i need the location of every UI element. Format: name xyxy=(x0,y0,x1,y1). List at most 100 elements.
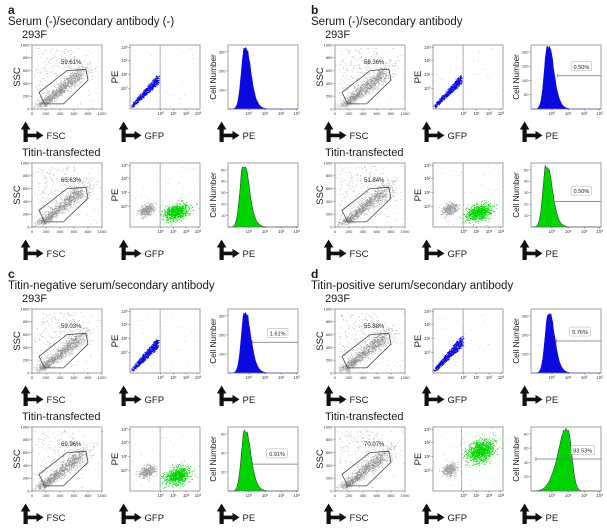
tick-label: 50 xyxy=(524,167,529,172)
tick-label: 1000 xyxy=(401,111,411,116)
tick-label: 60 xyxy=(524,446,529,451)
tick-label: 10¹ xyxy=(424,454,431,459)
tick-label: 200 xyxy=(326,94,333,99)
tick-label: 800 xyxy=(85,493,92,498)
tick-label: 800 xyxy=(85,229,92,234)
pe-histogram: 1.61% 100 200 300 10⁰ 10¹ 10² 10³ Cell Number PE xyxy=(209,308,300,406)
tick-label: 10¹ xyxy=(424,190,431,195)
y-axis-label: Cell Number xyxy=(209,436,218,482)
tick-label: 1000 xyxy=(98,493,108,498)
tick-label: 800 xyxy=(326,55,333,60)
tick-label: 0 xyxy=(27,370,30,375)
panel-a: a Serum (-)/secondary antibody (-) 293F 59.… xyxy=(6,3,304,265)
tick-label: 10² xyxy=(486,375,493,380)
x-axis-label: PE xyxy=(243,131,256,142)
scatter-cloud xyxy=(342,186,388,225)
gfp-pe-plot: 10⁰ 10⁰ 10¹ 10¹ 10² 10² 10³ 10³ PE GFP xyxy=(413,308,505,406)
tick-label: 200 xyxy=(326,358,333,363)
scatter-cloud xyxy=(130,75,160,109)
y-axis-label: Cell Number xyxy=(512,318,521,364)
x-axis-arrow-icon xyxy=(428,512,445,522)
tick-label: 10³ xyxy=(424,309,431,314)
tick-label: 0 xyxy=(334,375,337,380)
x-axis-label: PE xyxy=(546,395,559,406)
tick-label: 1000 xyxy=(324,42,334,47)
pe-histogram: 100 200 300 10⁰ 10¹ 10² 10³ Cell Number PE xyxy=(209,44,300,142)
x-axis-arrow-icon xyxy=(428,394,445,404)
x-axis-label: PE xyxy=(546,131,559,142)
panel-letter: a xyxy=(8,3,15,17)
plot-frame xyxy=(530,162,602,228)
y-axis-arrow-icon xyxy=(421,121,432,142)
fsc-ssc-plot: 59.61% 00 200 200 400 400 600 600 800 800 1000 1000… xyxy=(12,42,107,142)
tick-label: 10² xyxy=(424,440,431,445)
scatter-cloud xyxy=(38,186,84,225)
y-axis-arrow-icon xyxy=(118,503,129,524)
tick-label: 10⁰ xyxy=(424,86,431,91)
tick-label: 10³ xyxy=(293,229,300,234)
tick-label: 10³ xyxy=(293,493,300,498)
tick-label: 400 xyxy=(57,375,64,380)
tick-label: 600 xyxy=(326,68,333,73)
tick-label: 10³ xyxy=(596,375,603,380)
x-axis-arrow-icon xyxy=(330,248,347,258)
tick-label: 10³ xyxy=(121,427,128,432)
y-axis-label: PE xyxy=(413,189,424,202)
x-axis-arrow-icon xyxy=(223,512,240,522)
tick-label: 800 xyxy=(388,375,395,380)
tick-label: 10⁰ xyxy=(121,204,128,209)
tick-label: 10² xyxy=(121,176,128,181)
tick-label: 100 xyxy=(522,351,529,356)
gate-polygon xyxy=(38,450,89,487)
tick-label: 10⁰ xyxy=(424,204,431,209)
tick-label: 10³ xyxy=(121,309,128,314)
tick-label: 400 xyxy=(360,493,367,498)
plot-frame xyxy=(530,44,602,110)
fsc-ssc-plot: 51.84% 00 200 200 400 400 600 600 800 800 1000 1000… xyxy=(315,160,410,260)
tick-label: 10⁰ xyxy=(246,375,253,380)
tick-label: 600 xyxy=(374,375,381,380)
plot-area xyxy=(433,427,503,491)
tick-label: 10¹ xyxy=(473,493,480,498)
tick-label: 10¹ xyxy=(262,375,269,380)
scatter-cloud xyxy=(335,430,405,491)
tick-label: 200 xyxy=(346,493,353,498)
pe-histogram: 93.53% 20 40 60 80 10⁰ 10¹ 10² 10³ Cell Number PE xyxy=(512,426,603,524)
x-axis-arrow-icon xyxy=(526,394,543,404)
x-axis-arrow-icon xyxy=(526,512,543,522)
tick-label: 800 xyxy=(23,319,30,324)
scatter-cloud xyxy=(438,459,460,480)
tick-label: 10³ xyxy=(424,45,431,50)
tick-label: 10² xyxy=(424,176,431,181)
tick-label: 10² xyxy=(121,58,128,63)
panel-title: Titin-negative serum/secondary antibody xyxy=(8,280,215,292)
plot-frame xyxy=(129,308,201,374)
plot-frame xyxy=(31,426,103,492)
y-axis-arrow-icon xyxy=(20,239,31,260)
marker-percentage: 0.50% xyxy=(573,189,589,195)
plot-frame xyxy=(227,308,299,374)
scatter-cloud xyxy=(460,427,504,472)
tick-label: 200 xyxy=(522,49,529,54)
tick-label: 0 xyxy=(330,106,333,111)
marker-label-box xyxy=(267,328,289,338)
tick-label: 10² xyxy=(581,493,588,498)
tick-label: 10² xyxy=(121,440,128,445)
gfp-pe-plot: 10⁰ 10⁰ 10¹ 10¹ 10² 10² 10³ 10³ PE GFP xyxy=(110,162,202,260)
tick-label: 10⁰ xyxy=(460,375,467,380)
y-axis-arrow-icon xyxy=(118,121,129,142)
tick-label: 600 xyxy=(23,186,30,191)
tick-label: 1000 xyxy=(21,160,31,165)
gfp-pe-plot: 10⁰ 10⁰ 10¹ 10¹ 10² 10² 10³ 10³ PE GFP xyxy=(413,44,505,142)
tick-label: 200 xyxy=(346,229,353,234)
tick-label: 10¹ xyxy=(170,493,177,498)
plot-frame xyxy=(31,308,103,374)
tick-label: 800 xyxy=(23,437,30,442)
tick-label: 10⁰ xyxy=(246,229,253,234)
cell-line-label: Titin-transfected xyxy=(22,411,101,423)
tick-label: 800 xyxy=(388,493,395,498)
fsc-ssc-plot: 69.96% 00 200 200 400 400 600 600 800 800 1000 1000… xyxy=(12,424,108,524)
y-axis-arrow-icon xyxy=(216,385,227,406)
plot-area xyxy=(130,163,200,227)
tick-label: 800 xyxy=(23,173,30,178)
